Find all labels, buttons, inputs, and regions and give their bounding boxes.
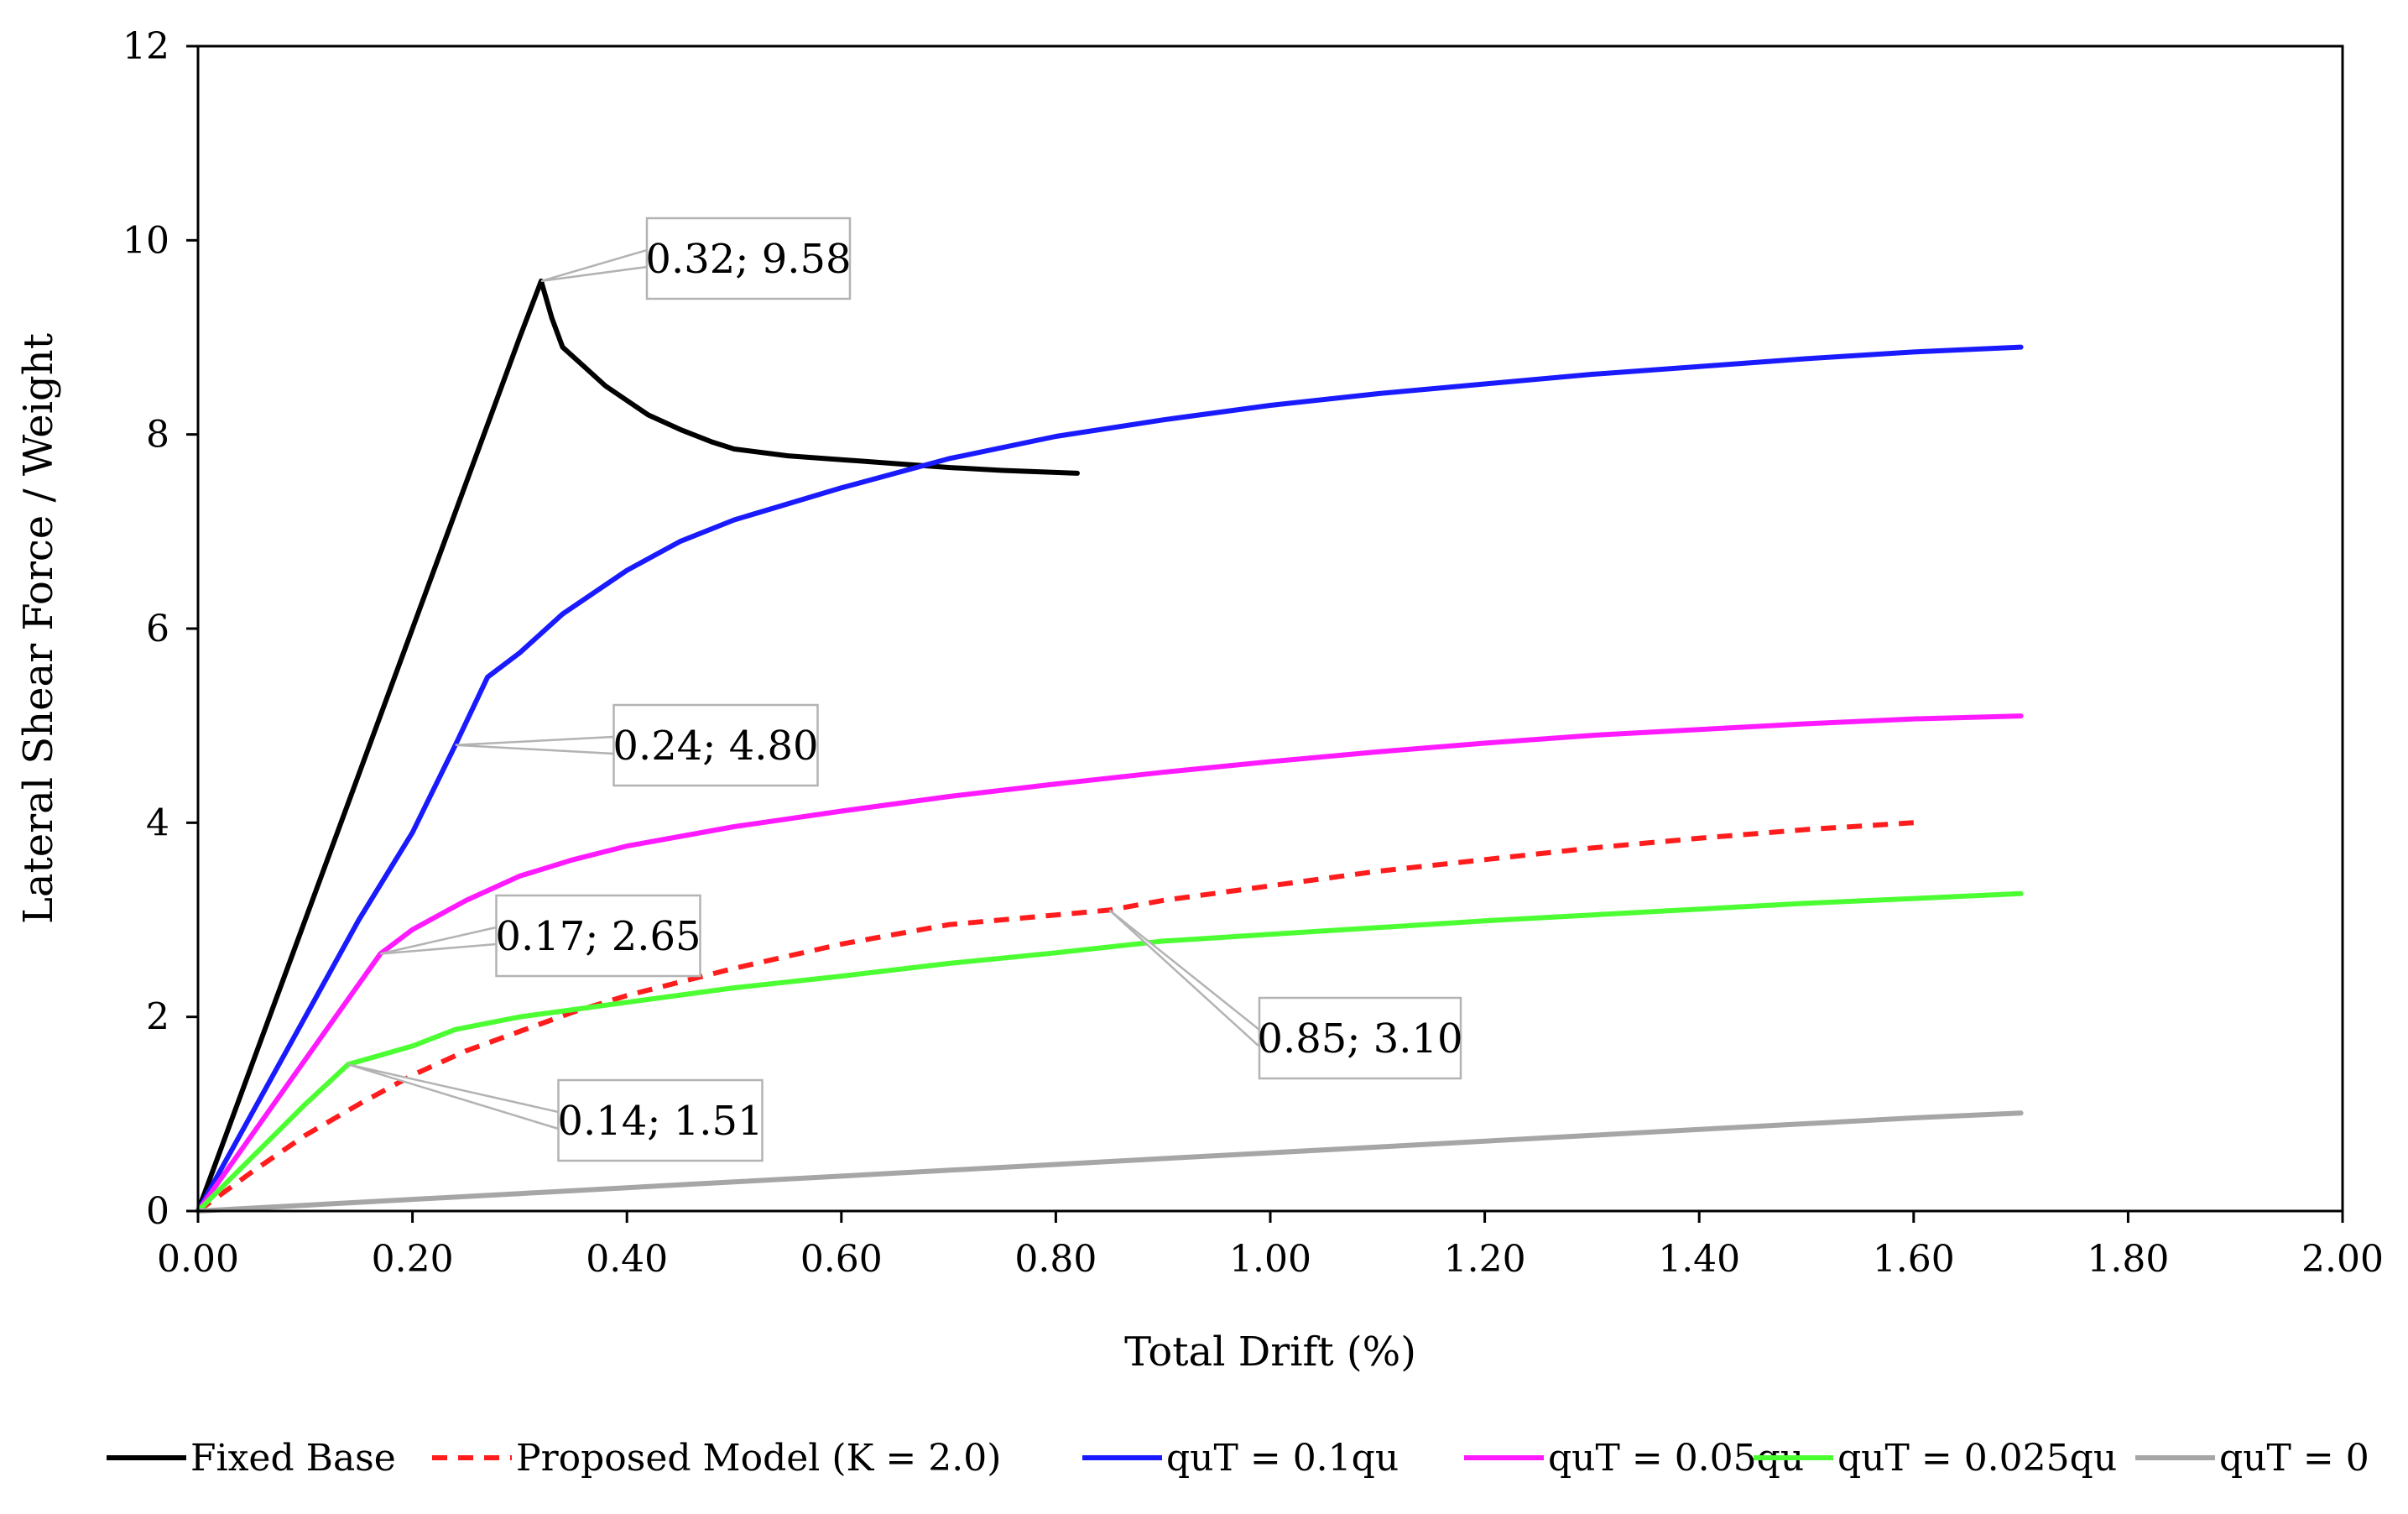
legend-label: quT = 0: [2219, 1437, 2369, 1480]
x-tick-label: 0.00: [157, 1238, 239, 1281]
x-tick-label: 1.40: [1658, 1238, 1740, 1281]
y-tick-label: 10: [122, 219, 169, 262]
x-tick-label: 0.40: [586, 1238, 668, 1281]
annotation-box: [1258, 996, 1462, 1080]
annotation-label: 0.17; 2.65: [495, 913, 701, 960]
series-line-1: [195, 278, 1080, 1214]
y-tick-label: 6: [146, 608, 169, 650]
legend-label: quT = 0.1qu: [1166, 1437, 1399, 1480]
annotation-box: [557, 1078, 764, 1162]
axes: 0.00 0.20 0.40 0.60 0.80 1.00 1.20 1.40 1.60 1.80…: [122, 25, 2384, 1281]
series-line-6: [195, 1110, 2024, 1214]
annotation-label: 0.14; 1.51: [557, 1098, 763, 1145]
legend-label: Proposed Model (K = 2.0): [516, 1437, 1001, 1480]
y-tick-label: 8: [146, 414, 169, 457]
series-line-5: [195, 890, 2024, 1214]
legend-label: Fixed Base: [190, 1437, 396, 1480]
annotation-box: [612, 703, 819, 787]
x-tick-label: 0.60: [800, 1238, 883, 1281]
series-line-2: [196, 820, 1914, 1214]
x-tick-label: 1.00: [1229, 1238, 1311, 1281]
annotation-label: 0.24; 4.80: [612, 723, 818, 770]
y-tick-label: 2: [146, 996, 169, 1039]
y-axis-title: Lateral Shear Force / Weight: [15, 333, 62, 924]
annotation-box: [645, 217, 852, 300]
x-tick-label: 2.00: [2301, 1238, 2384, 1281]
annotations: 0.32; 9.58 0.24; 4.80 0.17; 2.65 0.14; 1.51…: [347, 217, 1463, 1162]
y-tick-label: 12: [122, 25, 169, 68]
x-tick-label: 1.20: [1444, 1238, 1526, 1281]
x-tick-label: 1.60: [1873, 1238, 1955, 1281]
x-axis-title: Total Drift (%): [1124, 1329, 1416, 1376]
x-tick-label: 1.80: [2087, 1238, 2169, 1281]
legend-label: quT = 0.025qu: [1837, 1437, 2117, 1480]
legend: Fixed Base Proposed Model (K = 2.0) quT = …: [107, 1437, 2369, 1480]
series-lines: [195, 278, 2024, 1214]
y-tick-label: 0: [146, 1190, 169, 1233]
annotation-box: [495, 894, 701, 978]
x-tick-label: 0.80: [1014, 1238, 1097, 1281]
series-line-4: [195, 713, 2024, 1214]
x-tick-label: 0.20: [372, 1238, 454, 1281]
annotation-label: 0.85; 3.10: [1257, 1015, 1462, 1062]
series-line-3: [195, 344, 2024, 1214]
y-tick-label: 4: [146, 801, 169, 844]
annotation-label: 0.32; 9.58: [645, 236, 851, 283]
